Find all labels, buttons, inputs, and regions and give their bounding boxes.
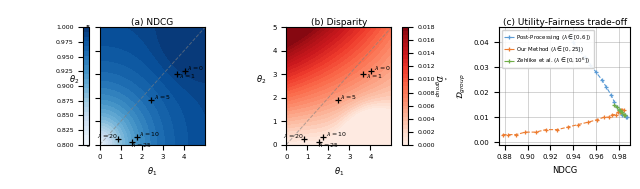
Line: Our Method ($\lambda \in [0, 25]$): Our Method ($\lambda \in [0, 25]$) [500, 107, 626, 137]
Post-Processing ($\lambda \in [0,6]$) [616, 111, 624, 113]
Our Method ($\lambda \in [0, 25]$) [504, 133, 512, 136]
Zehlike et al. ($\lambda \in [0,10^6]$) [613, 106, 621, 108]
Post-Processing ($\lambda \in [0,6]$) [622, 116, 630, 118]
Text: $\lambda=1$: $\lambda=1$ [365, 73, 383, 81]
Our Method ($\lambda \in [0, 25]$) [554, 129, 561, 131]
Our Method ($\lambda \in [0, 25]$) [618, 108, 625, 111]
Our Method ($\lambda \in [0, 25]$) [612, 114, 620, 116]
Post-Processing ($\lambda \in [0,6]$) [603, 86, 611, 88]
Post-Processing ($\lambda \in [0,6]$) [581, 56, 589, 58]
Our Method ($\lambda \in [0, 25]$) [620, 108, 627, 111]
Post-Processing ($\lambda \in [0,6]$) [620, 114, 627, 116]
Our Method ($\lambda \in [0, 25]$) [600, 116, 608, 118]
Zehlike et al. ($\lambda \in [0,10^6]$) [619, 111, 627, 113]
Title: (a) NDCG: (a) NDCG [131, 18, 173, 27]
Our Method ($\lambda \in [0, 25]$) [522, 131, 529, 133]
Our Method ($\lambda \in [0, 25]$) [616, 111, 624, 113]
Zehlike et al. ($\lambda \in [0,10^6]$) [620, 114, 627, 116]
X-axis label: NDCG: NDCG [552, 166, 577, 175]
Text: $\lambda=10$: $\lambda=10$ [326, 130, 347, 138]
Post-Processing ($\lambda \in [0,6]$) [587, 64, 595, 66]
Zehlike et al. ($\lambda \in [0,10^6]$) [618, 111, 625, 113]
Y-axis label: $\theta_2$: $\theta_2$ [69, 74, 79, 86]
Our Method ($\lambda \in [0, 25]$) [605, 116, 612, 118]
Text: $\lambda=5$: $\lambda=5$ [154, 93, 171, 101]
Title: (b) Disparity: (b) Disparity [310, 18, 367, 27]
X-axis label: $\theta_1$: $\theta_1$ [333, 166, 344, 178]
Our Method ($\lambda \in [0, 25]$) [532, 131, 540, 133]
Legend: Post-Processing ($\lambda \in [0,6]$), Our Method ($\lambda \in [0, 25]$), Zehli: Post-Processing ($\lambda \in [0,6]$), O… [502, 30, 594, 68]
Text: $\lambda=20$: $\lambda=20$ [283, 132, 304, 139]
Post-Processing ($\lambda \in [0,6]$) [607, 94, 615, 96]
Text: $\lambda=25$: $\lambda=25$ [318, 141, 339, 149]
Text: $\lambda=20$: $\lambda=20$ [97, 132, 118, 139]
Text: $\lambda=1$: $\lambda=1$ [179, 73, 196, 81]
Our Method ($\lambda \in [0, 25]$) [619, 108, 627, 111]
Y-axis label: $\mathcal{D}_{group}$: $\mathcal{D}_{group}$ [456, 73, 468, 99]
Zehlike et al. ($\lambda \in [0,10^6]$) [616, 108, 624, 111]
Our Method ($\lambda \in [0, 25]$) [574, 123, 582, 126]
Post-Processing ($\lambda \in [0,6]$) [613, 106, 621, 108]
Text: $\lambda=5$: $\lambda=5$ [340, 93, 357, 101]
Title: (c) Utility-Fairness trade-off: (c) Utility-Fairness trade-off [502, 18, 627, 27]
Post-Processing ($\lambda \in [0,6]$) [611, 101, 618, 103]
Our Method ($\lambda \in [0, 25]$) [584, 121, 592, 123]
Our Method ($\lambda \in [0, 25]$) [614, 111, 621, 113]
Our Method ($\lambda \in [0, 25]$) [513, 133, 520, 136]
Text: $\lambda=0$: $\lambda=0$ [374, 64, 391, 72]
X-axis label: $\theta_1$: $\theta_1$ [147, 166, 157, 178]
Our Method ($\lambda \in [0, 25]$) [542, 129, 550, 131]
Post-Processing ($\lambda \in [0,6]$) [618, 111, 625, 113]
Post-Processing ($\lambda \in [0,6]$) [615, 108, 623, 111]
Post-Processing ($\lambda \in [0,6]$) [575, 49, 583, 51]
Our Method ($\lambda \in [0, 25]$) [499, 133, 506, 136]
Line: Zehlike et al. ($\lambda \in [0,10^6]$): Zehlike et al. ($\lambda \in [0,10^6]$) [612, 102, 627, 117]
Zehlike et al. ($\lambda \in [0,10^6]$) [611, 104, 618, 106]
Post-Processing ($\lambda \in [0,6]$) [570, 41, 577, 43]
Zehlike et al. ($\lambda \in [0,10^6]$) [621, 114, 628, 116]
Zehlike et al. ($\lambda \in [0,10^6]$) [615, 108, 623, 111]
Post-Processing ($\lambda \in [0,6]$) [598, 79, 605, 81]
Our Method ($\lambda \in [0, 25]$) [564, 126, 572, 128]
Post-Processing ($\lambda \in [0,6]$) [565, 36, 573, 39]
Post-Processing ($\lambda \in [0,6]$) [592, 71, 600, 73]
Post-Processing ($\lambda \in [0,6]$) [623, 116, 631, 118]
Our Method ($\lambda \in [0, 25]$) [608, 114, 616, 116]
Post-Processing ($\lambda \in [0,6]$) [619, 114, 627, 116]
Text: $\lambda=0$: $\lambda=0$ [188, 64, 205, 72]
Line: Post-Processing ($\lambda \in [0,6]$): Post-Processing ($\lambda \in [0,6]$) [566, 35, 629, 120]
Text: $\lambda=25$: $\lambda=25$ [131, 141, 152, 149]
Our Method ($\lambda \in [0, 25]$) [593, 119, 601, 121]
Y-axis label: $\theta_2$: $\theta_2$ [256, 74, 266, 86]
Y-axis label: $\hat{\mathcal{D}}_{group}$: $\hat{\mathcal{D}}_{group}$ [431, 74, 446, 98]
Post-Processing ($\lambda \in [0,6]$) [621, 114, 628, 116]
Text: $\lambda=10$: $\lambda=10$ [139, 130, 160, 138]
